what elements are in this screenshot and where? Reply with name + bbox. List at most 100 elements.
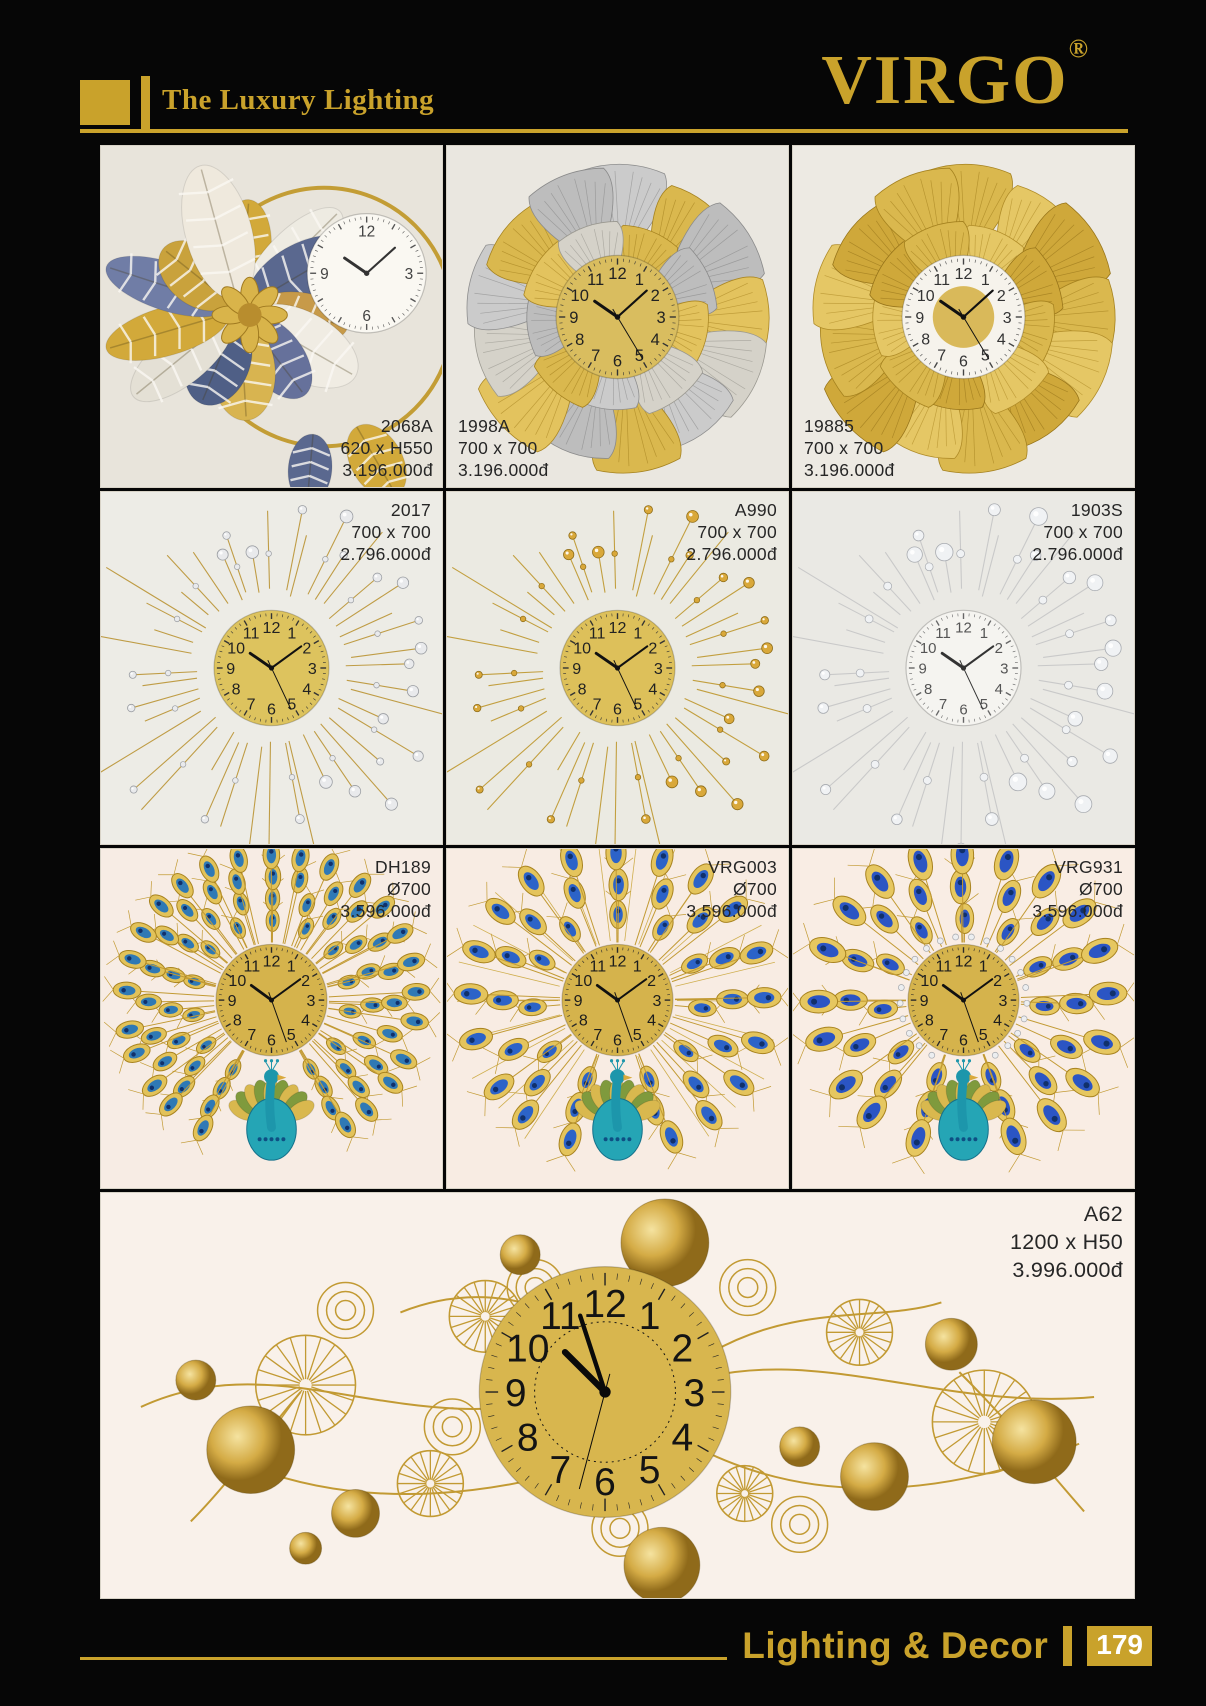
svg-text:6: 6 [594,1461,616,1504]
product-code: VRG931 [1054,857,1123,877]
product-label: 19885 700 x 700 3.196.000đ [804,415,895,481]
svg-text:11: 11 [587,270,604,289]
header-gold-block [80,80,130,125]
svg-text:2: 2 [997,288,1006,305]
svg-text:6: 6 [267,701,276,719]
svg-text:9: 9 [569,308,578,327]
svg-text:7: 7 [939,696,947,713]
svg-text:11: 11 [935,958,952,976]
svg-text:1: 1 [981,272,990,289]
product-size: 620 x H550 [340,438,433,458]
product-label: 1998A 700 x 700 3.196.000đ [458,415,549,481]
svg-text:5: 5 [979,1026,988,1044]
svg-text:11: 11 [589,958,606,976]
product-code: 19885 [804,416,855,436]
svg-text:1: 1 [635,270,644,289]
svg-text:3: 3 [306,992,315,1010]
svg-text:7: 7 [593,1026,602,1044]
product-card: 12 1 2 3 4 5 6 7 8 9 10 11 A990 700 x 700 2.796.000… [446,491,789,845]
tagline: The Luxury Lighting [162,84,435,116]
product-label: DH189 Ø700 3.596.000đ [340,856,431,922]
svg-text:6: 6 [959,354,968,371]
svg-text:3: 3 [405,266,414,283]
product-code: VRG003 [708,857,777,877]
svg-text:4: 4 [648,680,657,698]
product-card: 12 1 2 3 4 5 6 7 8 9 10 11 DH189 Ø700 3.596.000đ [100,848,443,1189]
svg-text:1: 1 [633,624,642,642]
product-price: 3.596.000đ [1032,901,1123,921]
svg-text:12: 12 [263,619,281,637]
svg-text:11: 11 [933,272,950,289]
product-price: 2.796.000đ [1032,544,1123,564]
svg-text:12: 12 [955,952,973,970]
product-code: 1903S [1070,500,1123,520]
svg-text:4: 4 [993,1012,1002,1030]
svg-text:6: 6 [613,1031,622,1049]
svg-text:8: 8 [233,1012,242,1030]
svg-text:4: 4 [651,330,660,349]
svg-text:9: 9 [919,660,927,677]
svg-text:5: 5 [639,1449,661,1492]
product-size: 700 x 700 [351,522,431,542]
svg-text:12: 12 [609,952,627,970]
svg-text:1: 1 [287,958,296,976]
brand-name: VIRGO [821,42,1069,119]
svg-text:8: 8 [517,1417,539,1460]
product-label: 2017 700 x 700 2.796.000đ [340,499,431,565]
svg-text:8: 8 [925,1012,934,1030]
svg-text:5: 5 [635,346,644,365]
svg-text:11: 11 [589,624,606,642]
svg-text:12: 12 [358,223,375,240]
product-price: 2.796.000đ [686,544,777,564]
svg-text:9: 9 [228,992,237,1010]
svg-text:2: 2 [301,972,310,990]
product-size: 700 x 700 [804,438,884,458]
svg-text:2: 2 [995,640,1003,657]
svg-text:8: 8 [924,681,932,698]
svg-text:3: 3 [1000,660,1008,677]
svg-text:3: 3 [308,660,317,678]
svg-text:3: 3 [1003,310,1012,327]
svg-text:2: 2 [302,639,311,657]
product-card: 12 1 2 3 4 5 6 7 8 9 10 11 2017 700 x 700 2.796.000… [100,491,443,845]
svg-text:4: 4 [997,332,1006,349]
product-label: 2068A 620 x H550 3.196.000đ [340,415,433,481]
product-card: 12 3 6 9 2068A 620 x H550 3.196.000đ [100,145,443,488]
product-label: 1903S 700 x 700 2.796.000đ [1032,499,1123,565]
svg-text:3: 3 [683,1372,705,1415]
product-size: 700 x 700 [458,438,538,458]
svg-text:9: 9 [572,660,581,678]
product-card: 12 1 2 3 4 5 6 7 8 9 10 11 VRG003 Ø700 3.596.000đ [446,848,789,1189]
svg-text:8: 8 [578,680,587,698]
product-price: 3.996.000đ [1012,1258,1123,1282]
svg-text:6: 6 [613,352,622,371]
product-label: VRG003 Ø700 3.596.000đ [686,856,777,922]
svg-text:7: 7 [937,348,946,365]
product-code: DH189 [375,857,431,877]
svg-text:11: 11 [540,1295,580,1338]
svg-text:2: 2 [647,972,656,990]
svg-text:9: 9 [920,992,929,1010]
svg-text:5: 5 [633,695,642,713]
svg-text:3: 3 [654,660,663,678]
svg-text:9: 9 [505,1372,527,1415]
footer: Lighting & Decor 179 [80,1618,1152,1674]
svg-text:5: 5 [981,348,990,365]
product-card: 12 1 2 3 4 5 6 7 8 9 10 11 VRG931 Ø700 3.596.000đ [792,848,1135,1189]
svg-text:1: 1 [980,625,988,642]
svg-text:12: 12 [608,264,626,283]
svg-text:10: 10 [573,639,591,657]
product-size: Ø700 [386,879,431,899]
svg-text:2: 2 [651,286,660,305]
svg-text:3: 3 [652,992,661,1010]
svg-text:6: 6 [613,701,622,719]
svg-text:7: 7 [247,1026,256,1044]
svg-text:7: 7 [593,695,602,713]
product-image-leaf-clock: 12 3 6 9 [105,164,442,487]
svg-text:10: 10 [920,972,938,990]
product-code: 2017 [390,500,431,520]
